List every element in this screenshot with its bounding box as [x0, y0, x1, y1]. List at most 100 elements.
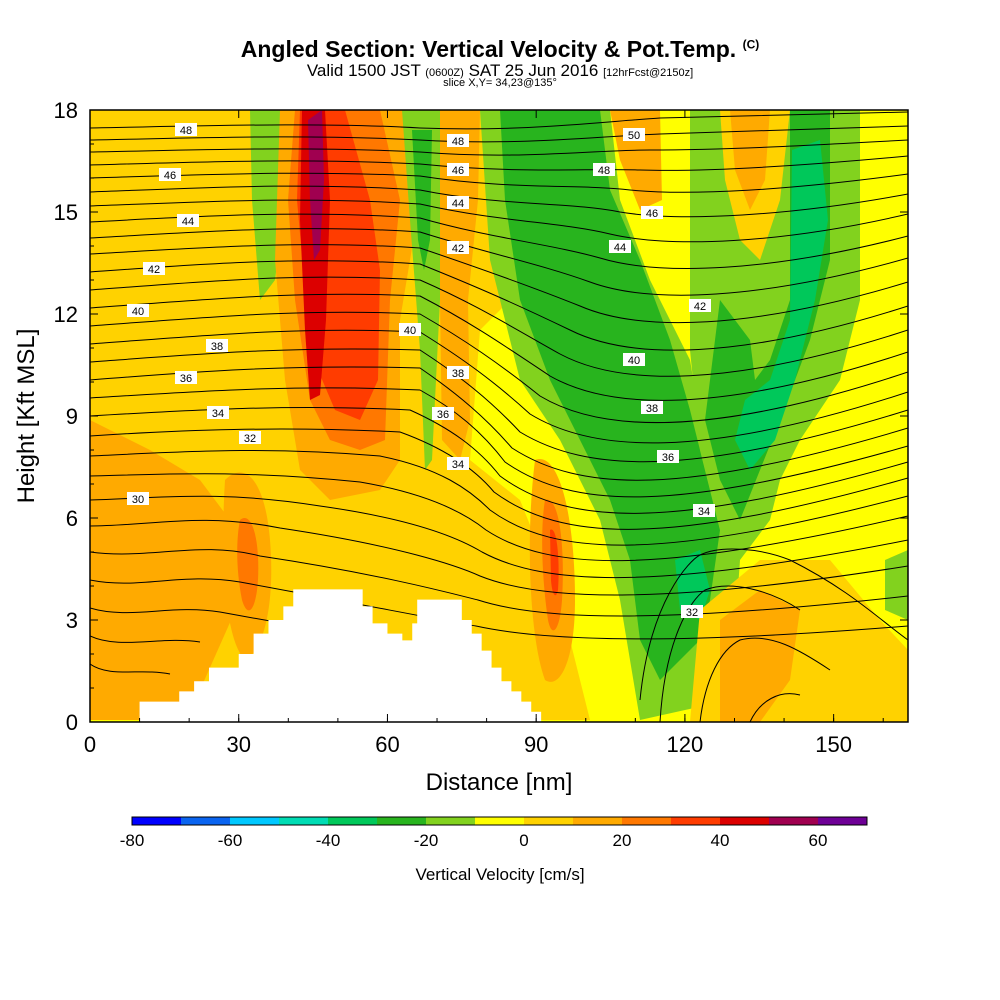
contour-label-bg [447, 366, 469, 379]
contour-label: 50 [623, 128, 645, 142]
colorbar-tick-label: -80 [120, 831, 145, 850]
colorbar-swatch [475, 817, 524, 825]
valid-date: SAT 25 Jun 2016 [468, 61, 599, 80]
colorbar-tick-label: -20 [414, 831, 439, 850]
y-tick-label: 15 [54, 200, 78, 225]
contour-label: 36 [657, 450, 679, 464]
theta-contour-line [90, 348, 908, 463]
contour-label-text: 34 [452, 459, 464, 471]
colorbar-tick-label: 20 [613, 831, 632, 850]
contour-label-bg [593, 163, 615, 176]
x-tick-label: 150 [815, 732, 852, 757]
forecast-label: [12hrFcst@2150z] [603, 67, 694, 79]
x-axis-label: Distance [nm] [426, 769, 573, 796]
contour-label: 42 [689, 299, 711, 313]
theta-contour-line [639, 548, 908, 701]
x-tick-label: 90 [524, 732, 548, 757]
y-tick-label: 12 [54, 302, 78, 327]
theta-contour-line [90, 293, 908, 401]
colorbar-swatch [377, 817, 426, 825]
contour-label-text: 38 [211, 341, 223, 353]
theta-contour-line [90, 495, 908, 579]
field-region-red-col-30 [237, 518, 259, 611]
y-axis-label: Height [Kft MSL] [13, 329, 40, 504]
field-region-downdraft-green [500, 110, 720, 680]
contour-label-bg [657, 450, 679, 463]
contour-label-text: 44 [452, 198, 464, 210]
field-region-orange-top-130-core [730, 110, 770, 210]
contour-label-bg [239, 431, 261, 444]
chart-subtitle: Valid 1500 JST (0600Z) SAT 25 Jun 2016 [… [0, 61, 1000, 81]
slice-label: slice X,Y= 34,23@135° [443, 77, 557, 89]
contour-label-bg [447, 134, 469, 147]
contour-labels: 48 46 44 42 40 38 36 34 32 30 48 46 44 42 40 38 36 34 50 48… [127, 123, 715, 619]
contour-label: 42 [143, 262, 165, 276]
contour-label: 48 [593, 163, 615, 177]
contour-label-text: 32 [686, 607, 698, 619]
field-region-lower-right-green [885, 550, 908, 620]
contour-label-bg [143, 262, 165, 275]
theta-contour-line [90, 199, 908, 243]
colorbar-swatch [671, 817, 720, 825]
theta-contour-line [90, 228, 908, 296]
contour-label-bg [641, 206, 663, 219]
contour-label-text: 42 [694, 301, 706, 313]
field-region-right-teal [735, 140, 828, 470]
theta-contour-line [90, 155, 908, 171]
colorbar-tick-label: 40 [711, 831, 730, 850]
field-region-teal-low [675, 550, 710, 620]
colorbar-label: Vertical Velocity [cm/s] [415, 865, 584, 884]
contour-label: 30 [127, 492, 149, 506]
contour-label: 46 [641, 206, 663, 220]
colorbar-swatch [181, 817, 230, 825]
y-tick-label: 9 [66, 404, 78, 429]
contour-label-text: 36 [437, 409, 449, 421]
contour-label-bg [159, 168, 181, 181]
theta-contour-line [90, 260, 908, 351]
chart-title-unit: (C) [742, 37, 760, 52]
contour-label-bg [399, 323, 421, 336]
theta-contour-line [90, 213, 908, 269]
colorbar: -80 -60 -40 -20 0 20 40 60 [120, 816, 868, 850]
contour-label: 40 [399, 323, 421, 337]
x-tick-label: 30 [226, 732, 250, 757]
field-region-lower-right-orange [720, 590, 800, 722]
contour-label-text: 46 [452, 165, 464, 177]
field-region-redcore-col-95 [550, 529, 559, 596]
valid-prefix: Valid 1500 JST [306, 61, 421, 80]
theta-contour-line [90, 125, 908, 143]
contour-label: 46 [447, 163, 469, 177]
contour-label-text: 48 [180, 125, 192, 137]
theta-contour-line [90, 450, 908, 546]
theta-contour-line [90, 635, 201, 643]
contour-label-text: 40 [628, 355, 640, 367]
contour-label: 36 [432, 407, 454, 421]
theta-contour-line [749, 693, 801, 722]
contour-label-text: 42 [148, 264, 160, 276]
contour-label-text: 44 [614, 242, 626, 254]
contour-label-text: 42 [452, 243, 464, 255]
theta-contour-line [90, 111, 908, 130]
colorbar-swatch [132, 817, 181, 825]
theta-contour-line [90, 329, 908, 444]
contour-label-text: 44 [182, 216, 194, 228]
contour-label: 32 [239, 431, 261, 445]
contour-label: 46 [159, 168, 181, 182]
contour-label-text: 32 [244, 433, 256, 445]
contour-label-text: 46 [164, 170, 176, 182]
theta-contour-line [90, 311, 908, 424]
colorbar-swatch [524, 817, 573, 825]
theta-contour-line [90, 407, 908, 514]
colorbar-swatch [328, 817, 377, 825]
contour-label: 34 [207, 406, 229, 420]
contour-label: 44 [177, 214, 199, 228]
contour-label: 42 [447, 241, 469, 255]
colorbar-swatch [426, 817, 475, 825]
terrain [90, 589, 542, 722]
theta-contour-line [90, 139, 908, 156]
contour-label-bg [447, 163, 469, 176]
contour-label: 38 [206, 339, 228, 353]
colorbar-frame [131, 816, 868, 826]
contour-label: 34 [447, 457, 469, 471]
